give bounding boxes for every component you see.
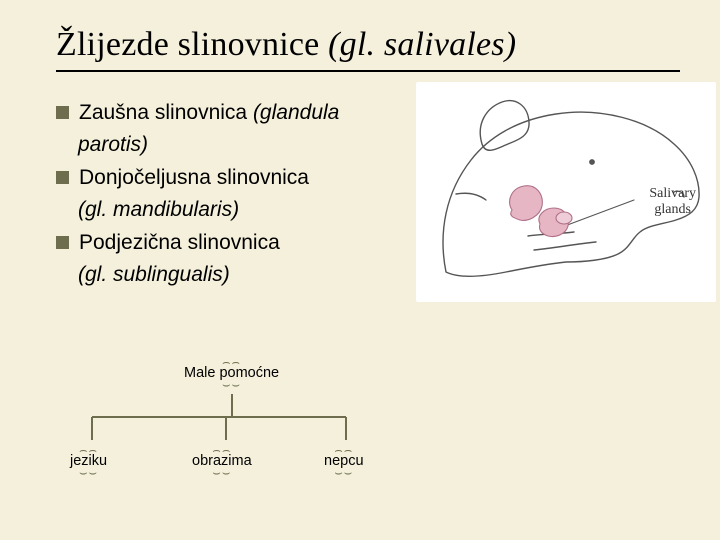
bullet-text: Zaušna slinovnica (glandula (79, 98, 386, 128)
bullet-item: Donjočeljusna slinovnica (56, 163, 386, 193)
brace-top-icon (192, 446, 252, 453)
brace-bottom-icon (192, 469, 252, 476)
figure-label-line1: Salivary (649, 186, 696, 201)
bullet-square-icon (56, 171, 69, 184)
bullet-text: Podjezična slinovnica (79, 228, 386, 258)
bullet-item: Podjezična slinovnica (56, 228, 386, 258)
bullet-list: Zaušna slinovnica (glandula parotis) Don… (56, 98, 386, 291)
brace-top-icon (324, 446, 364, 453)
slide-title: Žlijezde slinovnice (gl. salivales) (56, 26, 680, 72)
tree-child: jeziku (70, 446, 107, 476)
bullet-continuation: (gl. mandibularis) (78, 195, 386, 225)
bullet-item: Zaušna slinovnica (glandula (56, 98, 386, 128)
bullet-lead: Donjočeljusna slinovnica (79, 166, 309, 189)
figure-label-line2: glands (654, 202, 691, 217)
bullet-continuation: parotis) (78, 130, 386, 160)
bullet-lead: Zaušna slinovnica (79, 101, 253, 124)
brace-bottom-icon (324, 469, 364, 476)
tree-child: obrazima (192, 446, 252, 476)
bullet-lead: Podjezična slinovnica (79, 231, 280, 254)
bullet-continuation: (gl. sublingualis) (78, 260, 386, 290)
brace-top-icon (70, 446, 107, 453)
title-main: Žlijezde slinovnice (56, 26, 328, 63)
bullet-text: Donjočeljusna slinovnica (79, 163, 386, 193)
bullet-square-icon (56, 236, 69, 249)
tree-child: nepcu (324, 446, 364, 476)
bullet-square-icon (56, 106, 69, 119)
title-paren: (gl. salivales) (328, 26, 516, 63)
bullet-latin: (glandula (253, 101, 339, 124)
figure-label: Salivary glands (649, 186, 696, 218)
brace-bottom-icon (70, 469, 107, 476)
